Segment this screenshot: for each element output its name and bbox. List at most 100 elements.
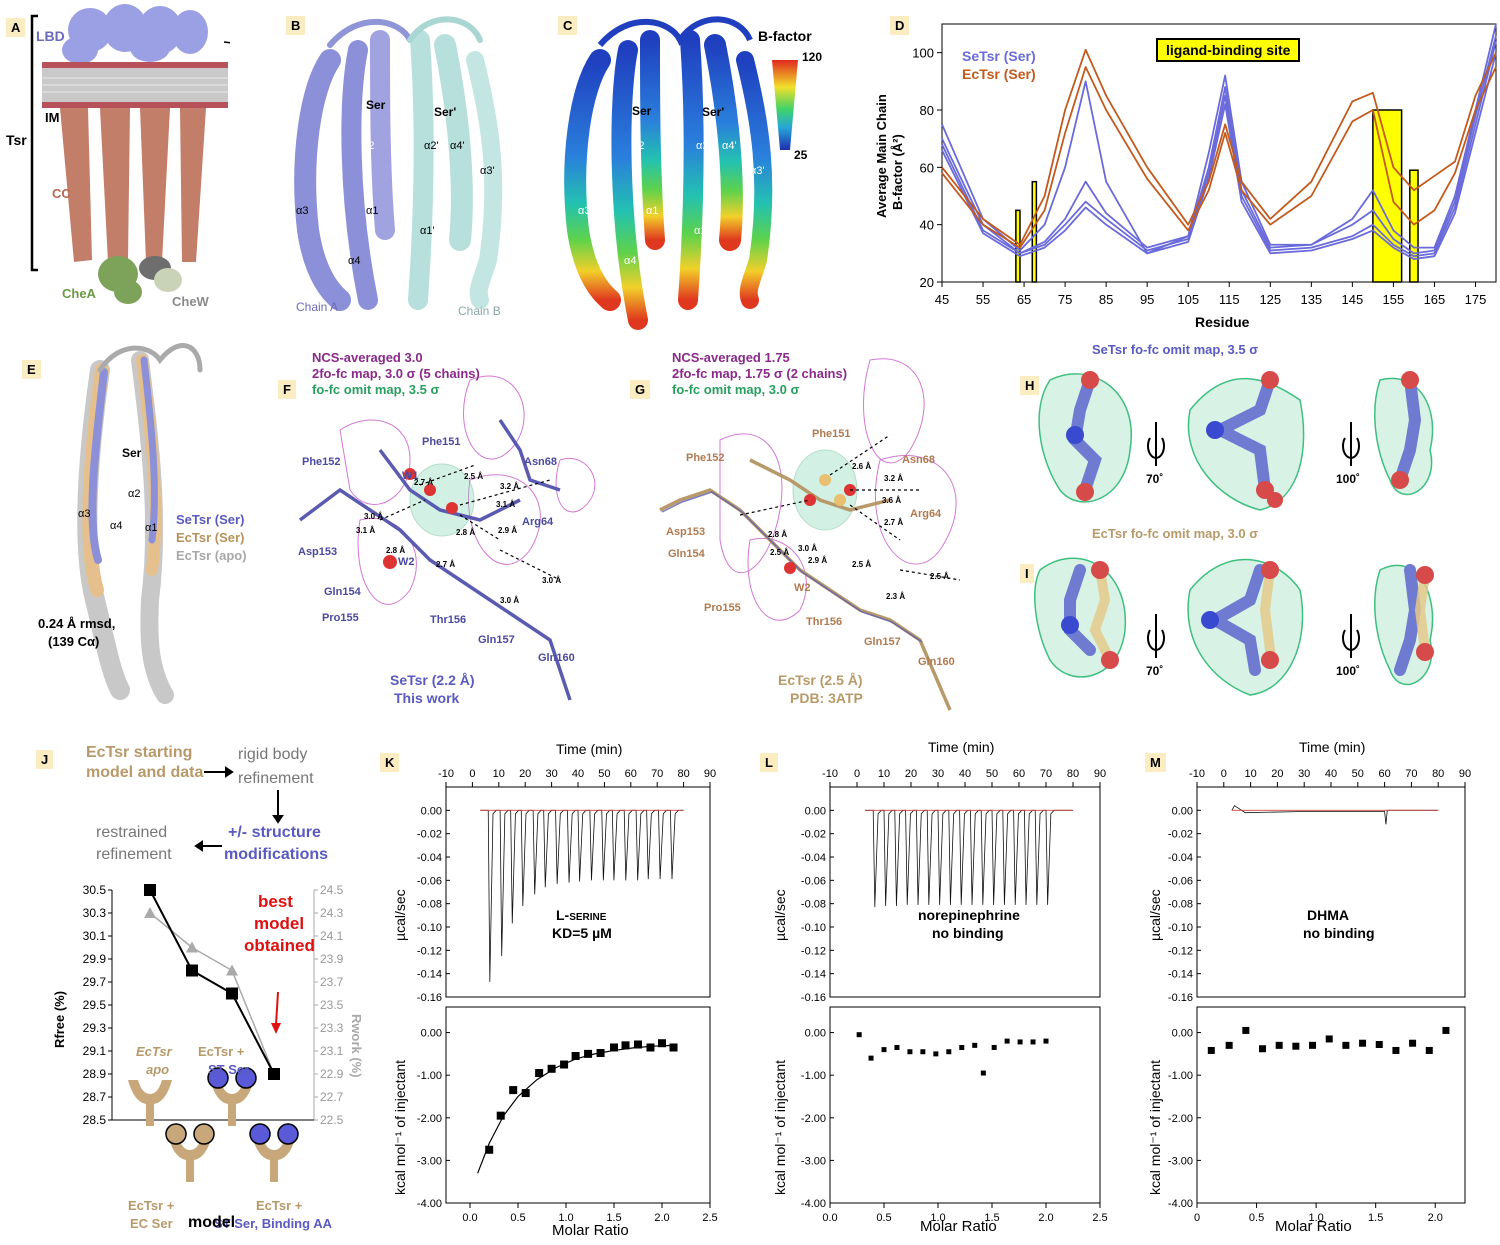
k-point-15 [669,1043,678,1052]
l-bottom-ytick-label-0: 0.00 [805,1028,826,1040]
f-water-w1: W1 [402,470,419,482]
m-point-4 [1275,1041,1283,1049]
label-c-a1p: α1' [694,225,709,237]
label-c-a3: α3 [578,205,591,217]
k-note-2: KD=5 µM [552,925,612,941]
l-point-15 [1043,1038,1049,1044]
m-note-1: DHMA [1307,907,1349,923]
f-dist-3: 3.2 Å [500,482,520,491]
l-top-ytick-label-5: -0.10 [801,922,826,934]
panel-label-k: K [380,753,400,772]
j-ylabel-left: Rfree (%) [52,990,67,1048]
d-legend-se: SeTsr (Ser) [962,48,1036,64]
l-time-tick-label-4: 30 [932,768,944,780]
m-bottom-ytick-label-4: -4.00 [1168,1198,1193,1210]
d-xtick-label-7: 115 [1219,292,1240,307]
itc-chart-serine: -10 0 10 20 30 40 50 60 70 80 90 0.00 -0.02 -0.04 -0.0… [417,768,718,1224]
j-ligand-circle-3 [193,1123,215,1145]
k-bottom-frame [445,1006,711,1204]
l-molar-tick-label-1: 0.5 [876,1212,891,1224]
panel-label-c: C [558,16,578,35]
k-molar-tick-label-4: 2.0 [654,1212,669,1224]
j-ytick-right-label-4: 23.3 [320,1021,344,1035]
m-kcal-label: kcal mol⁻¹ of injectant [1147,1060,1163,1195]
k-time-tick-label-8: 70 [651,768,663,780]
bfactor-scale-title: B-factor [758,28,812,44]
j-rfree-point-3 [268,1068,280,1080]
panel-label-e: E [22,360,41,379]
j-rfree-point-0 [144,884,156,896]
k-point-5 [547,1064,556,1073]
m-top-ytick-label-8: -0.16 [1168,992,1193,1004]
density-map-ectsr [659,358,961,711]
density-map-setsr [298,375,596,701]
k-bottom-ytick-label-0: 0.00 [421,1028,442,1040]
g-header-1: NCS-averaged 1.75 [672,350,790,365]
panel-j: J EcTsr starting model and data rigid bo… [0,740,370,1240]
l-bottom-ytick-label-1: -1.00 [801,1070,826,1082]
l-top-frame [829,786,1101,998]
l-point-11 [991,1044,997,1050]
i-rot-70: 70˚ [1146,664,1164,678]
j-ytick-label-7: 29.9 [83,952,107,966]
g-res-gln154: Gln154 [668,548,705,560]
g-res-arg64: Arg64 [910,508,942,520]
f-dist-6: 3.1 Å [356,526,376,535]
g-caption-1: EcTsr (2.5 Å) [778,672,863,688]
j-ytick-right-label-9: 24.3 [320,906,344,920]
j-ytick-right-label-5: 23.5 [320,998,344,1012]
d-xtick-label-3: 75 [1058,292,1072,307]
j-ytick-label-9: 30.3 [83,906,107,920]
g-dist-5: 2.8 Å [768,530,788,539]
d-ligand-site-box: ligand-binding site [1156,38,1301,62]
g-dist-1: 2.6 Å [852,462,872,471]
l-point-4 [907,1049,913,1055]
m-bottom-frame [1196,1006,1466,1204]
m-molar-label: Molar Ratio [1275,1218,1352,1235]
l-top-ytick-label-0: 0.00 [805,805,826,817]
j-receptor-apo [128,1080,172,1126]
j-ytick-label-8: 30.1 [83,929,107,943]
d-highlight-bar-1 [1031,180,1038,283]
l-ucal-label: µcal/sec [772,889,788,941]
m-top-frame [1196,786,1466,998]
d-highlight-bar-2 [1372,109,1403,283]
label-a1p: α1' [420,225,435,237]
k-point-7 [571,1052,580,1060]
m-time-tick-label-7: 60 [1378,768,1390,780]
j-ytick-right-label-2: 22.9 [320,1067,344,1081]
l-time-tick-label-7: 60 [1013,768,1025,780]
l-molar-tick-label-0: 0.0 [822,1212,837,1224]
l-molar-tick-label-4: 2.0 [1038,1212,1053,1224]
label-chain-a: Chain A [296,300,339,314]
f-dist-9: 2.8 Å [386,546,406,555]
g-dist-3: 3.6 Å [882,496,902,505]
l-point-5 [920,1049,926,1055]
k-top-ytick-label-8: -0.16 [417,992,442,1004]
f-res-gln160: Gln160 [538,652,575,664]
label-a3p: α3' [480,165,495,177]
g-dist-6: 2.5 Å [770,548,790,557]
j-ytick-label-10: 30.5 [83,883,107,897]
l-note-2: no binding [932,925,1004,941]
panel-f: F NCS-averaged 3.0 2fo-fc map, 3.0 σ (5 … [260,340,620,720]
label-c-a1: α1 [646,205,659,217]
j-model-4-b: ST Ser, Binding AA [214,1216,332,1231]
j-best-2: model [254,914,305,933]
bfactor-scale-max: 120 [802,50,823,64]
d-xtick-label-2: 65 [1017,292,1031,307]
k-top-ytick-label-3: -0.06 [417,875,442,887]
d-series-line-1 [941,35,1497,255]
m-thermogram [1231,805,1439,825]
m-point-5 [1292,1042,1300,1050]
k-point-8 [584,1049,593,1058]
d-highlight-bar-3 [1409,169,1419,283]
m-time-tick-label-2: 10 [1244,768,1256,780]
m-time-tick-label-1: 0 [1221,768,1227,780]
m-time-tick-label-0: -10 [1189,768,1205,780]
f-res-phe152: Phe152 [302,456,341,468]
g-res-pro155: Pro155 [704,602,741,614]
m-ucal-label: µcal/sec [1147,889,1163,941]
l-bottom-frame [829,1006,1101,1204]
k-point-14 [658,1039,666,1048]
